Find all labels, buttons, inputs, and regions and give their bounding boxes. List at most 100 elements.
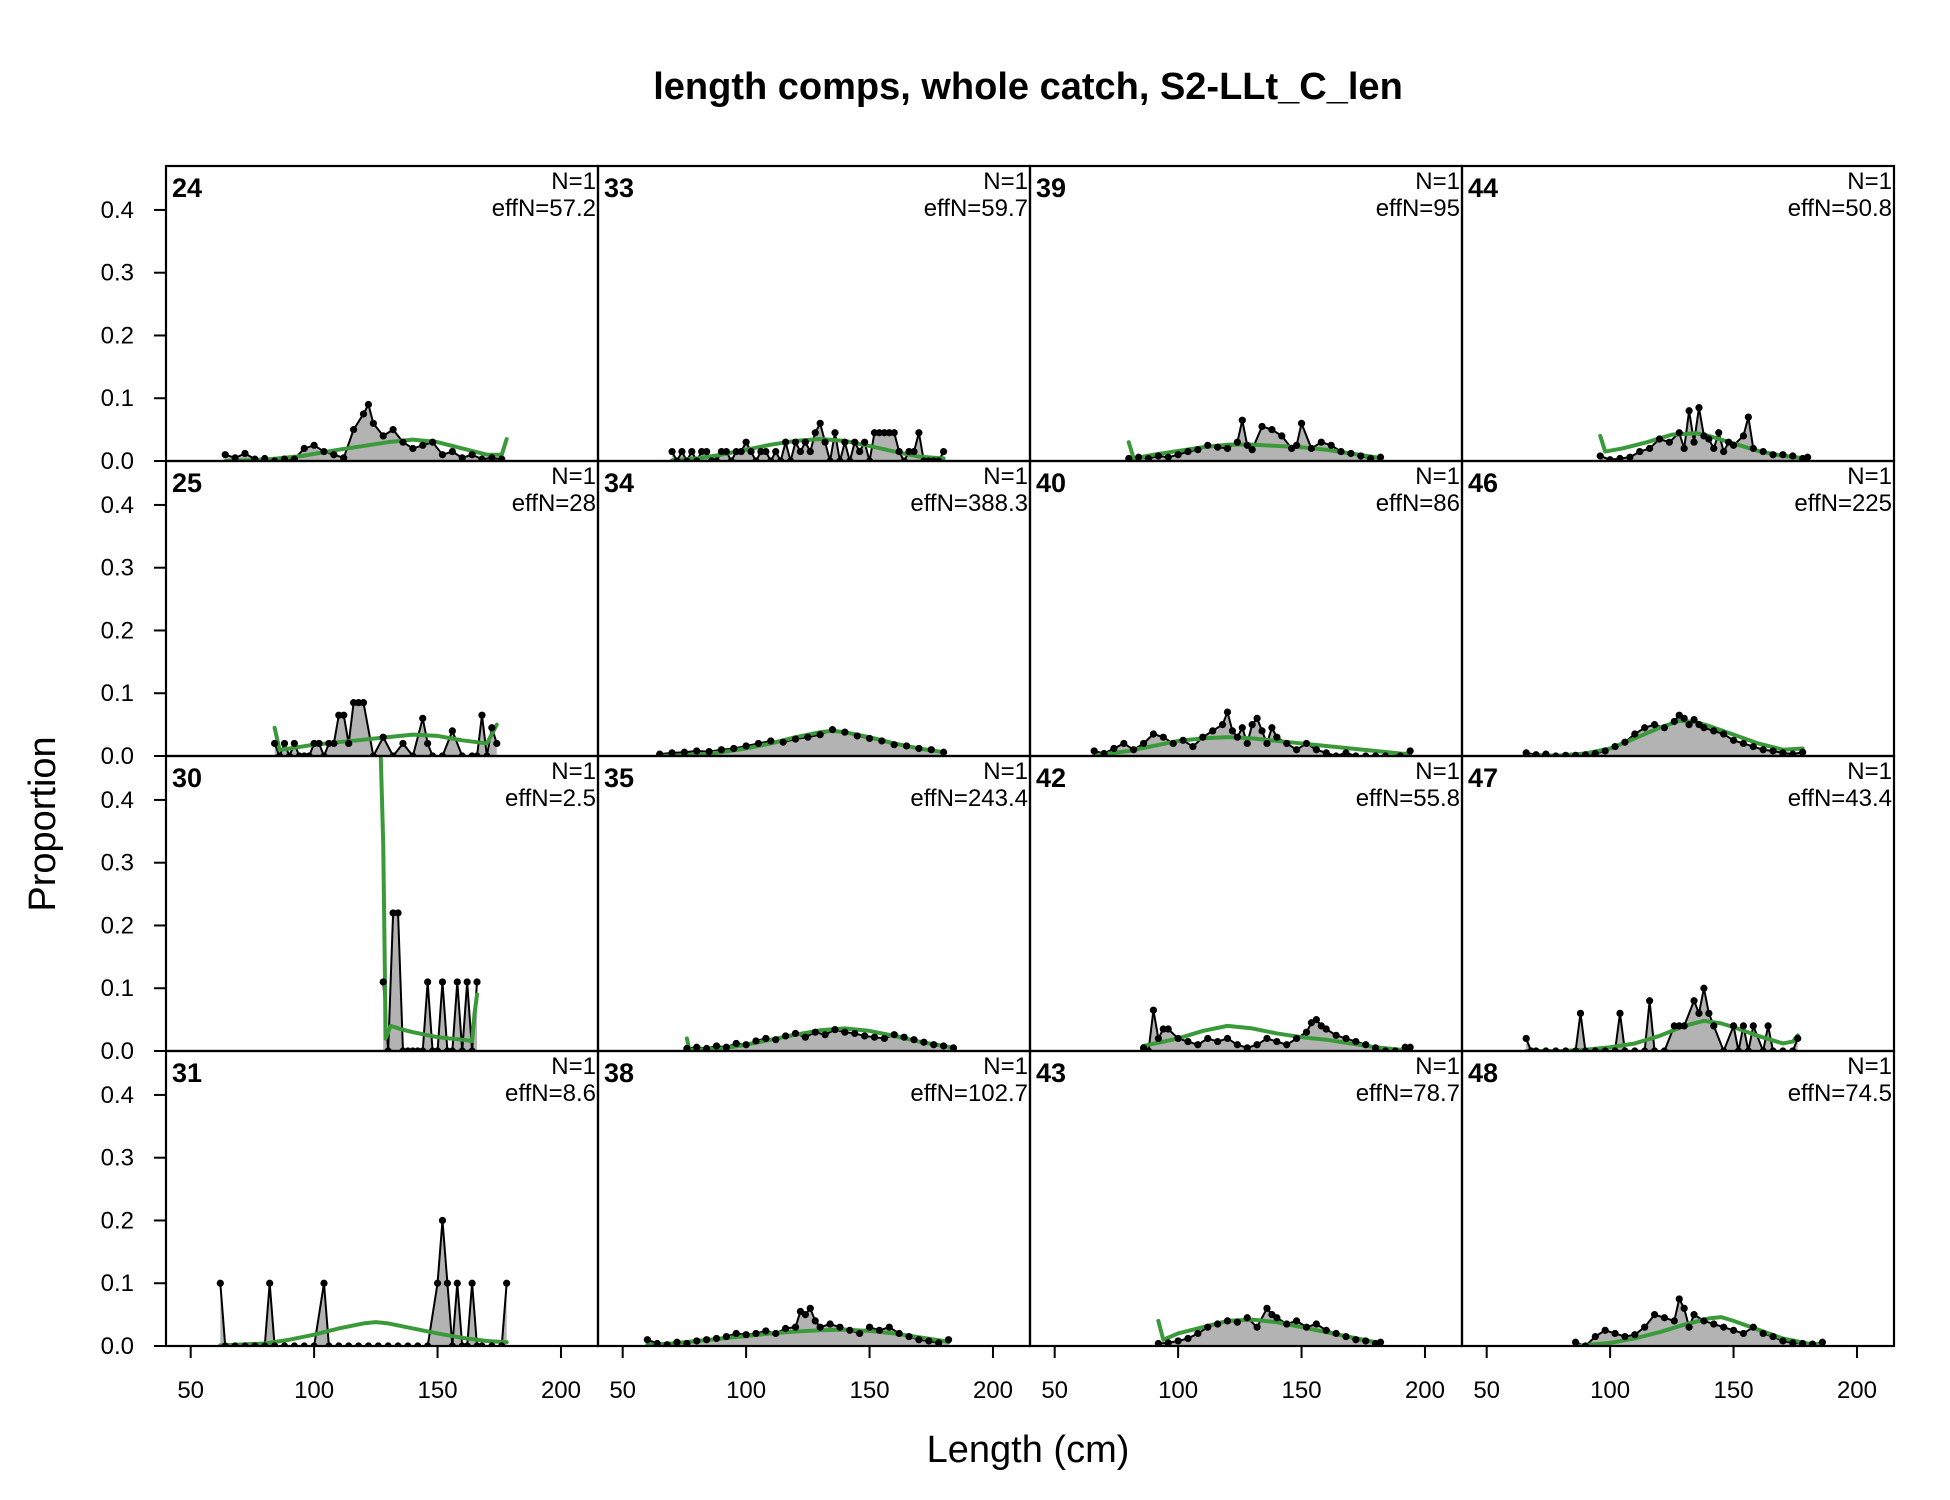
observed-point [1273,1037,1281,1046]
observed-area [1526,988,1798,1051]
observed-point [1690,438,1698,446]
observed-point [1120,739,1128,748]
observed-point [878,737,886,745]
observed-point [271,739,279,748]
y-tick-label: 0.2 [101,1207,134,1234]
observed-point [1223,444,1232,453]
observed-point [1352,1037,1360,1046]
x-tick-label: 100 [1590,1377,1630,1404]
chart-title: length comps, whole catch, S2-LLt_C_len [653,66,1403,108]
observed-point [1729,736,1738,744]
observed-point [1337,447,1345,456]
observed-point [940,1042,948,1050]
observed-point [831,429,839,437]
panel-plot-area [1030,1304,1462,1346]
panel-effn-label: effN=95 [1376,195,1460,222]
observed-point [683,1044,691,1051]
observed-point [1650,721,1659,729]
observed-point [1268,724,1276,732]
observed-point [895,447,903,456]
observed-point [804,733,812,741]
panel-year-label: 46 [1468,468,1498,498]
observed-point [1332,1329,1340,1338]
x-tick-label: 200 [1405,1377,1445,1404]
observed-point [1312,1016,1320,1024]
observed-point [1680,1022,1688,1030]
observed-point [340,454,348,461]
observed-point [643,1336,651,1344]
observed-point [801,438,809,446]
observed-point [1522,749,1530,756]
observed-point [1248,446,1256,454]
observed-point [216,1279,224,1287]
observed-point [1130,746,1138,754]
panel-plot-area [598,1026,1030,1051]
panel-effn-label: effN=57.2 [492,195,596,222]
y-tick-label: 0.1 [101,1270,134,1297]
expected-line [1141,1023,1413,1051]
observed-point [905,447,913,456]
observed-point [791,1029,800,1038]
observed-point [261,454,269,461]
observed-point [1710,1320,1718,1328]
observed-point [752,1329,760,1338]
panel-n-label: N=1 [983,168,1028,195]
observed-point [1283,739,1291,748]
observed-point [1749,444,1757,453]
observed-point [1135,453,1143,461]
x-tick-label: 50 [1041,1377,1068,1404]
observed-point [1799,748,1807,756]
observed-point [693,1337,701,1345]
panel-year-label: 47 [1468,763,1498,793]
observed-point [940,748,948,756]
observed-point [359,410,368,418]
observed-point [448,447,456,456]
observed-point [1258,422,1266,431]
observed-point [1347,449,1355,458]
panel-plot-area [166,699,598,756]
panel-plot-area [1030,708,1462,756]
observed-point [806,447,814,456]
observed-point [1253,1041,1261,1049]
observed-point [821,1031,829,1039]
observed-point [683,1339,691,1346]
observed-point [1110,744,1118,753]
x-tick-label: 200 [541,1377,581,1404]
y-tick-label: 0.3 [101,850,134,877]
observed-point [424,978,432,986]
observed-point [880,429,888,437]
x-tick-label: 100 [294,1377,334,1404]
observed-point [935,1339,943,1346]
expected-line [1524,1018,1800,1051]
observed-point [488,454,496,461]
y-tick-label: 0.4 [101,787,134,814]
observed-point [1263,739,1271,748]
observed-point [1322,1326,1330,1334]
observed-point [925,1337,933,1345]
observed-point [890,741,898,749]
observed-point [1184,447,1192,456]
observed-point [910,447,918,456]
observed-point [350,426,358,434]
observed-point [1214,1320,1222,1328]
y-tick-label: 0.2 [101,912,134,939]
observed-point [221,451,229,459]
observed-point [1218,721,1227,729]
observed-point [1591,749,1599,756]
observed-point [821,438,829,446]
observed-point [693,747,701,755]
observed-point [1233,438,1241,446]
panel-effn-label: effN=388.3 [910,490,1028,517]
observed-point [668,447,676,456]
observed-point [354,699,363,707]
observed-point [330,451,338,459]
panel-plot-area [1462,404,1894,461]
observed-point [885,1323,893,1331]
panel-n-label: N=1 [551,463,596,490]
observed-point [443,1279,452,1287]
